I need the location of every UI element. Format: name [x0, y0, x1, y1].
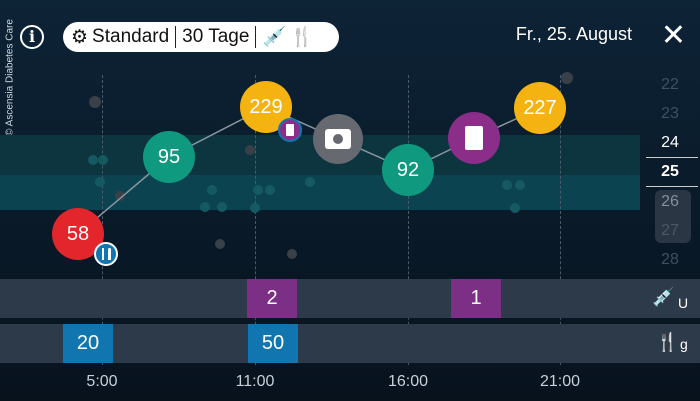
close-icon[interactable]: ✕	[660, 19, 686, 52]
day-28[interactable]: 28	[661, 251, 679, 268]
note-icon	[278, 118, 302, 142]
insulin-entry[interactable]: 2	[247, 279, 297, 318]
day-23[interactable]: 23	[661, 105, 679, 122]
reading-bubble[interactable]: 227	[514, 82, 566, 134]
camera-icon	[325, 129, 351, 149]
insulin-entry[interactable]: 1	[451, 279, 501, 318]
mode-label: Standard	[92, 26, 170, 47]
range-label: 30 Tage	[182, 26, 250, 47]
day-24[interactable]: 24	[661, 134, 679, 151]
time-label: 5:00	[86, 373, 118, 390]
info-icon[interactable]: i	[20, 25, 44, 49]
day-22[interactable]: 22	[661, 76, 679, 93]
note-bubble[interactable]	[448, 112, 500, 164]
day-27[interactable]: 27	[661, 222, 679, 239]
insulin-row: 2 1 💉 U	[0, 279, 700, 318]
insulin-unit: U	[678, 295, 689, 311]
photo-bubble[interactable]	[313, 114, 363, 164]
carbs-row: 20 50 🍴 g	[0, 324, 700, 363]
reading-bubble[interactable]: 95	[143, 131, 195, 183]
target-range-lower	[0, 175, 640, 210]
time-label: 11:00	[235, 373, 275, 390]
filter-pill[interactable]: ⚙ Standard 30 Tage 💉 🍴	[63, 22, 339, 52]
cutlery-icon: 🍴	[656, 332, 679, 352]
cutlery-icon: 🍴	[290, 27, 314, 48]
gear-icon: ⚙	[71, 26, 89, 48]
time-label: 21:00	[539, 373, 581, 390]
syringe-icon: 💉	[262, 27, 287, 48]
carb-entry[interactable]: 50	[248, 324, 298, 363]
date-label: Fr., 25. August	[515, 24, 632, 44]
syringe-icon: 💉	[652, 287, 675, 307]
cutlery-icon	[94, 242, 118, 266]
reading-bubble[interactable]: 229	[240, 81, 292, 133]
reading-bubble[interactable]: 92	[382, 144, 434, 196]
day-25-selected[interactable]: 25	[661, 163, 679, 180]
note-icon	[465, 126, 483, 150]
day-26[interactable]: 26	[661, 193, 679, 210]
time-label: 16:00	[387, 373, 429, 390]
carbs-unit: g	[680, 336, 688, 352]
carb-entry[interactable]: 20	[63, 324, 113, 363]
